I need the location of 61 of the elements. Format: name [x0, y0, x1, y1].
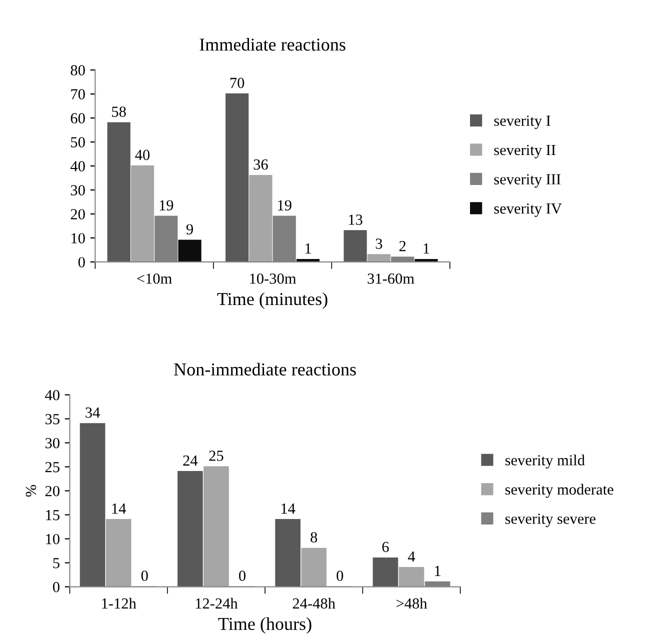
data-label: 36 — [254, 159, 268, 170]
data-label: 19 — [160, 200, 174, 210]
chart-title: Immediate reactions — [200, 38, 346, 51]
x-tick-label: >48h — [396, 598, 428, 609]
legend-label: severity IV — [494, 203, 562, 217]
y-tick-label: 30 — [70, 185, 85, 196]
x-tick-label: <10m — [137, 273, 172, 284]
y-tick-label: 70 — [71, 89, 85, 100]
y-tick-label: 20 — [70, 209, 85, 220]
x-tick-label: 12-24h — [196, 598, 238, 608]
y-tick-label: 5 — [53, 558, 60, 568]
legend-label: severity III — [494, 174, 561, 188]
data-label: 9 — [186, 224, 193, 234]
y-tick-label: 15 — [46, 510, 60, 520]
data-label: 25 — [209, 450, 224, 461]
x-tick-label: 1-12h — [102, 598, 136, 608]
y-tick-label: 10 — [46, 534, 60, 544]
data-label: 2 — [399, 240, 406, 252]
data-label: 0 — [239, 570, 246, 581]
y-tick-label: 20 — [45, 486, 60, 496]
data-label: 8 — [310, 532, 318, 543]
y-tick-label: 0 — [52, 582, 60, 592]
y-axis-title: % — [26, 484, 36, 497]
legend-label: severity I — [494, 116, 550, 130]
legend-label: severity mild — [505, 454, 585, 469]
y-tick-label: 40 — [45, 390, 60, 400]
legend-label: severity moderate — [505, 484, 614, 498]
data-label: 1 — [424, 243, 430, 254]
x-tick-label: 24-48h — [292, 598, 336, 609]
y-tick-label: 40 — [70, 161, 85, 172]
x-axis-title: Time (hours) — [218, 617, 312, 634]
data-label: 14 — [112, 503, 126, 514]
legend-label: severity II — [494, 144, 556, 158]
y-tick-label: 50 — [71, 137, 85, 148]
data-label: 24 — [183, 455, 198, 466]
data-label: 1 — [435, 566, 440, 576]
data-label: 3 — [376, 238, 382, 249]
y-tick-label: 80 — [70, 65, 85, 76]
y-tick-label: 35 — [45, 414, 60, 424]
x-tick-label: 31-60m — [368, 273, 414, 284]
data-label: 1 — [306, 243, 311, 254]
y-tick-label: 60 — [70, 113, 85, 124]
data-label: 6 — [382, 542, 389, 552]
chart-title: Non-immediate reactions — [174, 362, 356, 376]
legend-label: severity severe — [505, 514, 596, 528]
data-label: 0 — [141, 570, 148, 581]
data-label: 0 — [336, 570, 344, 581]
data-label: 13 — [349, 214, 362, 225]
data-label: 58 — [112, 106, 126, 117]
data-label: 14 — [282, 503, 296, 514]
data-label: 70 — [230, 78, 244, 88]
y-tick-label: 30 — [45, 438, 60, 448]
data-label: 40 — [135, 150, 150, 160]
data-label: 19 — [278, 200, 292, 210]
y-tick-label: 10 — [72, 233, 85, 244]
x-tick-label: 10-30m — [250, 273, 296, 284]
y-tick-label: 25 — [45, 462, 60, 472]
y-tick-label: 0 — [78, 257, 85, 268]
x-axis-title: Time (minutes) — [217, 292, 328, 309]
data-label: 4 — [408, 552, 416, 562]
data-label: 34 — [86, 407, 100, 418]
